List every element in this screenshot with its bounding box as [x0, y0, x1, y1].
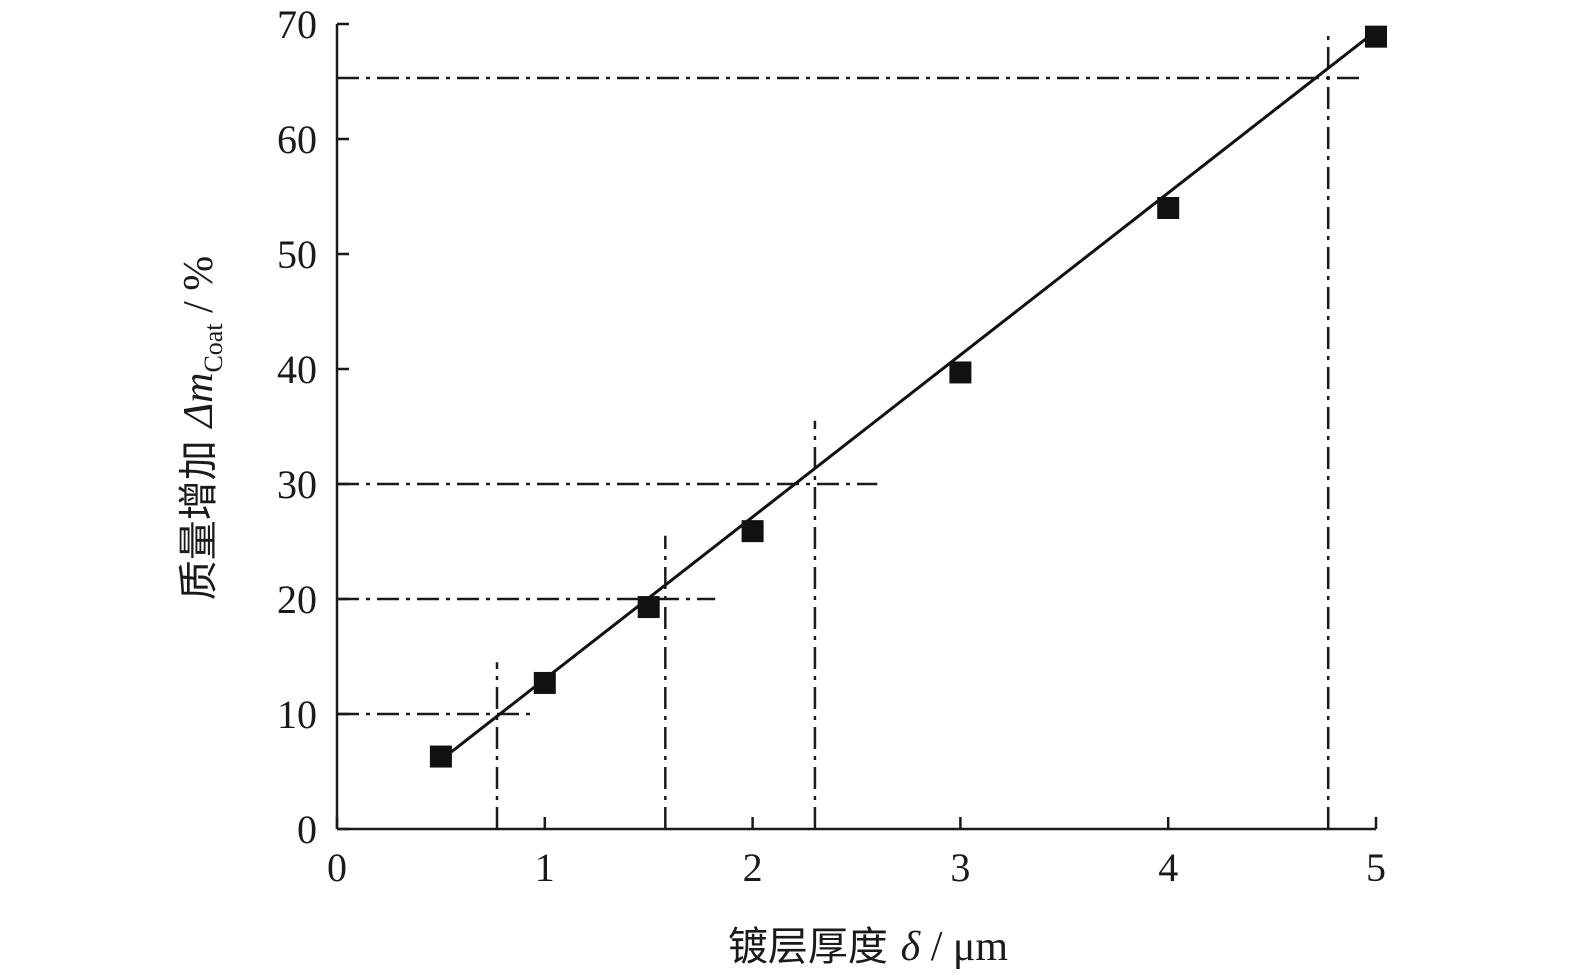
y-tick-label: 30	[277, 462, 317, 507]
y-axis-title: 质量增加 ΔmCoat / %	[176, 256, 228, 600]
y-tick-label: 10	[277, 692, 317, 737]
reference-lines	[337, 29, 1366, 829]
x-tick-label: 2	[743, 845, 763, 890]
y-tick-label: 20	[277, 577, 317, 622]
y-axis-title-symbol: Δm	[176, 373, 222, 430]
data-point	[637, 596, 660, 619]
x-tick-label: 1	[535, 845, 555, 890]
x-tick-label: 4	[1158, 845, 1178, 890]
y-tick-label: 60	[277, 117, 317, 162]
x-axis-title: 镀层厚度 δ / μm	[728, 924, 1008, 970]
data-point	[1157, 197, 1180, 219]
data-point	[949, 361, 972, 384]
y-tick-label: 70	[277, 2, 317, 47]
data-point	[1365, 25, 1387, 48]
y-tick-label: 40	[277, 347, 317, 392]
x-axis-title-symbol: δ	[901, 924, 922, 970]
x-tick-label: 5	[1366, 845, 1386, 890]
x-tick-label: 0	[327, 845, 347, 890]
y-axis-title-subscript: Coat	[199, 323, 228, 373]
y-axis-title-unit: / %	[176, 256, 222, 324]
fit-line	[450, 29, 1377, 754]
fit-line-group	[450, 29, 1377, 754]
y-axis-title-main: 质量增加	[176, 428, 222, 601]
data-point	[741, 520, 764, 543]
data-point	[533, 671, 556, 694]
x-axis-title-unit: / μm	[920, 924, 1008, 970]
x-axis-title-main: 镀层厚度	[728, 924, 901, 970]
x-tick-label: 3	[950, 845, 970, 890]
data-point	[429, 745, 452, 768]
y-tick-label: 50	[277, 232, 317, 277]
y-tick-labels: 0 10 20 30 40 50 60 70	[277, 2, 317, 852]
data-points	[429, 25, 1387, 768]
axes	[335, 22, 1378, 831]
y-tick-label: 0	[297, 807, 317, 852]
x-tick-labels: 0 1 2 3 4 5	[327, 845, 1386, 890]
